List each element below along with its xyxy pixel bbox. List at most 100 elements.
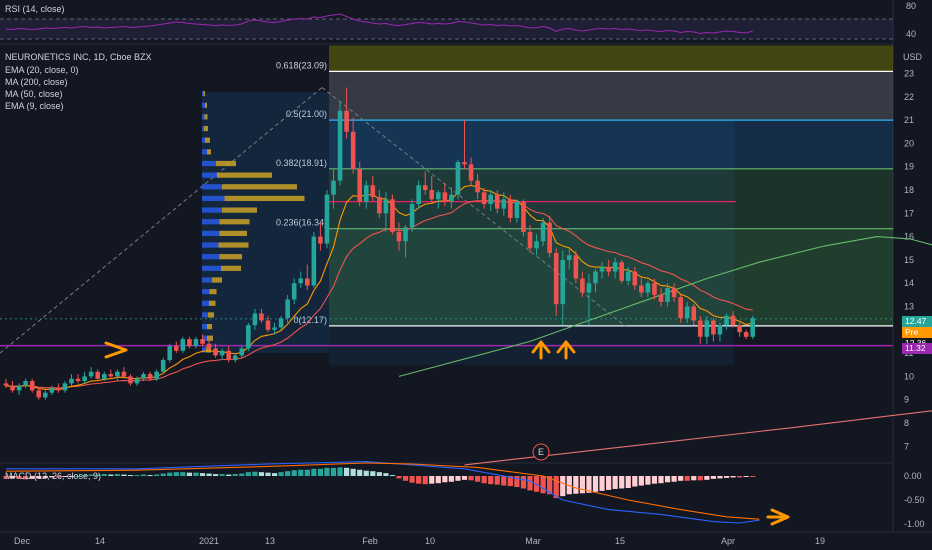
- candle-body-18: [121, 371, 127, 377]
- macd-bar-110: [723, 476, 730, 478]
- candle-body-5: [36, 390, 42, 398]
- macd-bar-92: [606, 476, 612, 490]
- vp-green-12: [202, 230, 220, 236]
- macd-bar-13: [88, 474, 94, 476]
- macd-signal-line: [5, 462, 760, 520]
- candle-body-41: [272, 327, 277, 330]
- vp-red-9: [224, 195, 305, 202]
- candle-body-95: [625, 271, 631, 281]
- macd-bar-20: [134, 475, 140, 477]
- candle-body-105: [691, 306, 697, 321]
- macd-bar-41: [271, 473, 278, 476]
- macd-bar-62: [409, 476, 415, 483]
- macd-bar-101: [664, 476, 671, 483]
- vp-red-7: [217, 172, 272, 178]
- macd-bar-50: [330, 467, 337, 476]
- macd-bar-82: [540, 476, 546, 494]
- macd-bar-94: [619, 476, 625, 489]
- ema20-legend[interactable]: EMA (20, close, 0): [5, 65, 79, 75]
- arrow-up-icon-2: [556, 340, 576, 360]
- macd-bar-52: [344, 467, 350, 476]
- price-tick-19: 19: [904, 162, 914, 172]
- candle-body-16: [108, 374, 114, 377]
- macd-bar-73: [481, 476, 487, 484]
- candle-body-30: [200, 339, 205, 344]
- vp-red-21: [207, 335, 213, 341]
- fib-zone-0: [329, 45, 893, 72]
- macd-bar-14: [95, 474, 101, 476]
- ma50-line: [398, 236, 932, 377]
- price-tick-22: 22: [904, 92, 914, 102]
- candle-body-71: [468, 164, 474, 181]
- time-tick-Apr: Apr: [721, 536, 735, 546]
- rsi-legend: RSI (14, close): [5, 4, 65, 14]
- rsi-tick-80: 80: [906, 1, 916, 11]
- candle-body-2: [16, 385, 22, 391]
- vp-green-7: [202, 172, 217, 178]
- macd-legend[interactable]: MACD (12, 26, close, 9): [5, 471, 102, 481]
- vp-red-0: [203, 90, 205, 97]
- candle-body-113: [743, 332, 749, 337]
- symbol-legend[interactable]: NEURONETICS INC, 1D, Cboe BZX: [5, 52, 152, 62]
- candle-body-114: [750, 318, 755, 337]
- macd-bar-8: [55, 476, 61, 478]
- macd-bar-25: [167, 472, 173, 476]
- macd-bar-106: [697, 476, 703, 481]
- macd-bar-9: [62, 476, 68, 477]
- time-tick-Dec: Dec: [14, 536, 31, 546]
- macd-bar-16: [108, 474, 114, 476]
- macd-bar-97: [638, 476, 644, 486]
- candle-body-112: [737, 325, 742, 333]
- candle-body-34: [226, 350, 231, 361]
- macd-bar-85: [560, 476, 566, 497]
- macd-bar-66: [435, 476, 441, 484]
- ma200-legend[interactable]: MA (200, close): [5, 77, 68, 87]
- candle-body-47: [311, 236, 317, 286]
- vp-green-20: [202, 323, 207, 330]
- candle-body-8: [56, 388, 61, 391]
- vp-green-13: [202, 242, 219, 248]
- candle-body-70: [462, 162, 467, 165]
- ema9-legend[interactable]: EMA (9, close): [5, 101, 64, 111]
- macd-bar-105: [691, 476, 697, 481]
- macd-bar-19: [127, 475, 134, 477]
- macd-bar-75: [494, 476, 500, 485]
- fib-zone-3: [329, 168, 893, 229]
- candle-body-21: [141, 374, 146, 379]
- macd-bar-4: [29, 476, 35, 479]
- macd-bar-49: [324, 467, 330, 476]
- candle-body-45: [298, 278, 304, 284]
- candle-body-11: [75, 378, 81, 382]
- candle-body-33: [219, 350, 225, 356]
- candle-body-66: [436, 192, 441, 200]
- candle-body-24: [160, 360, 166, 372]
- vp-green-21: [202, 335, 207, 341]
- macd-bar-34: [226, 474, 232, 476]
- candle-body-29: [193, 339, 199, 347]
- macd-bar-80: [527, 476, 533, 491]
- macd-bar-68: [448, 476, 454, 482]
- macd-bar-104: [684, 476, 690, 481]
- macd-bar-90: [592, 476, 599, 492]
- ma50-legend[interactable]: MA (50, close): [5, 89, 63, 99]
- vp-red-17: [209, 289, 217, 295]
- macd-bar-23: [154, 474, 160, 476]
- candle-body-38: [252, 313, 258, 326]
- price-tick-8: 8: [904, 418, 909, 428]
- candle-body-111: [730, 315, 736, 326]
- earnings-marker: [532, 443, 550, 461]
- macd-bar-24: [160, 473, 166, 476]
- earnings-marker-label: E: [538, 447, 544, 457]
- price-tick-10: 10: [904, 371, 914, 381]
- candle-body-81: [534, 241, 539, 249]
- vp-green-3: [202, 125, 204, 132]
- macd-bar-46: [304, 469, 310, 476]
- macd-bar-109: [717, 476, 723, 479]
- candle-body-46: [305, 278, 310, 286]
- candle-body-1: [10, 385, 15, 391]
- arrow-up-icon: [531, 340, 551, 360]
- candle-body-74: [488, 194, 493, 204]
- rsi-tick-40: 40: [906, 29, 916, 39]
